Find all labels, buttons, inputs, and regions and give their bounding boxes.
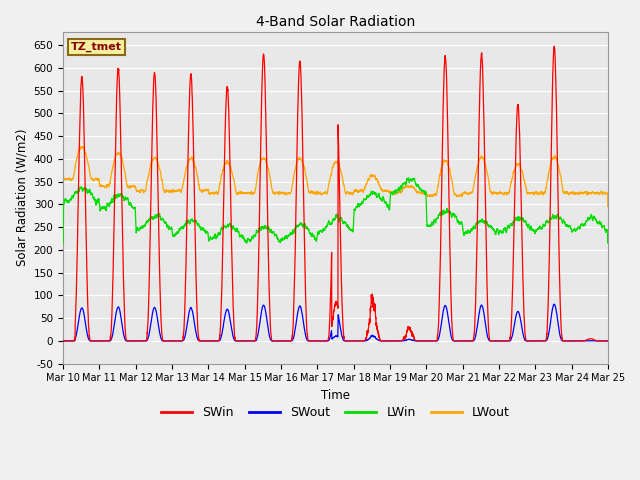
Y-axis label: Solar Radiation (W/m2): Solar Radiation (W/m2)	[15, 129, 28, 266]
Legend: SWin, SWout, LWin, LWout: SWin, SWout, LWin, LWout	[156, 401, 515, 424]
Title: 4-Band Solar Radiation: 4-Band Solar Radiation	[256, 15, 415, 29]
Text: TZ_tmet: TZ_tmet	[71, 42, 122, 52]
X-axis label: Time: Time	[321, 389, 350, 402]
